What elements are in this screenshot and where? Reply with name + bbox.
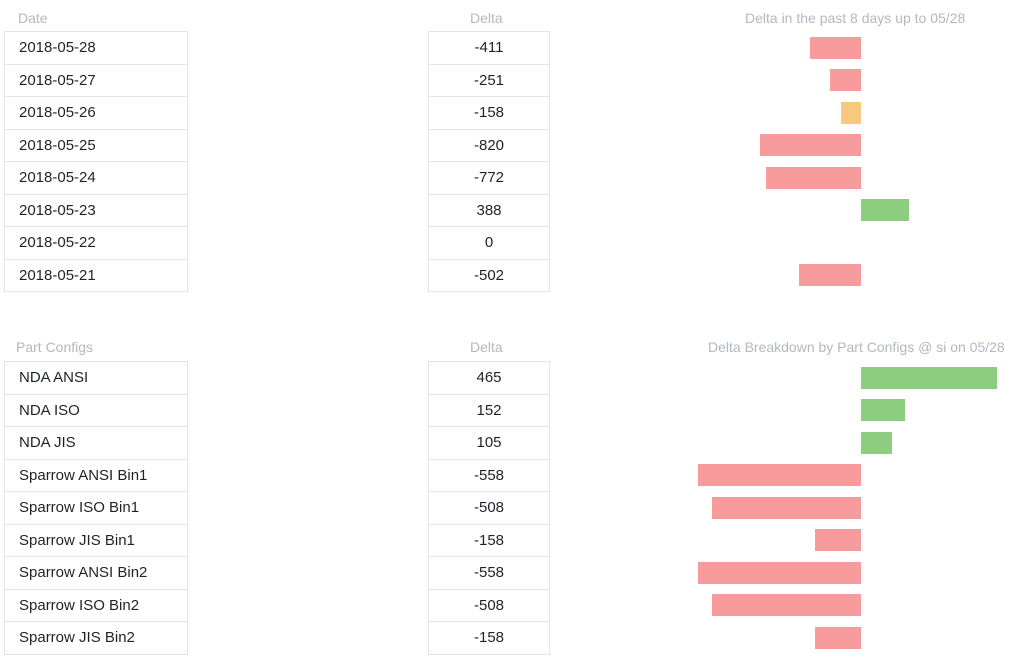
- date-column-header: Date: [18, 10, 48, 26]
- negative-bar: [697, 561, 861, 584]
- row-label: 2018-05-27: [5, 64, 188, 97]
- row-label: 2018-05-22: [5, 227, 188, 260]
- row-label: 2018-05-25: [5, 129, 188, 162]
- positive-bar: [861, 431, 892, 454]
- row-delta-value: -772: [429, 162, 549, 195]
- row-delta-value: 152: [429, 395, 549, 427]
- row-delta-value: -558: [429, 460, 549, 492]
- delta-column-2: 465 152 105 -558 -508 -158 -558 -508 -158: [428, 361, 550, 655]
- negative-bar: [712, 496, 861, 519]
- row-label: NDA ANSI: [5, 362, 188, 395]
- part-configs-column: NDA ANSI NDA ISO NDA JIS Sparrow ANSI Bin1 S…: [4, 361, 188, 655]
- row-delta-value: -158: [429, 622, 549, 655]
- row-label: Sparrow ANSI Bin2: [5, 557, 188, 590]
- row-delta-value: -251: [429, 65, 549, 97]
- row-delta-value: -411: [429, 32, 549, 65]
- row-delta-value: -502: [429, 260, 549, 292]
- part-configs-column-header: Part Configs: [16, 339, 94, 355]
- row-label: 2018-05-23: [5, 194, 188, 227]
- positive-bar: [861, 366, 997, 389]
- delta-column-header-2: Delta: [470, 339, 503, 355]
- positive-bar: [861, 399, 906, 421]
- negative-bar: [814, 626, 861, 649]
- row-label: 2018-05-26: [5, 97, 188, 130]
- row-delta-value: -508: [429, 590, 549, 622]
- row-label: Sparrow ISO Bin2: [5, 589, 188, 622]
- row-label: 2018-05-28: [5, 32, 188, 65]
- row-label: NDA ISO: [5, 394, 188, 427]
- row-label: 2018-05-21: [5, 259, 188, 292]
- negative-bar: [810, 36, 861, 59]
- row-delta-value: -820: [429, 130, 549, 162]
- delta-column: -411 -251 -158 -820 -772 388 0 -502: [428, 31, 550, 292]
- negative-bar: [759, 134, 861, 156]
- negative-bar: [841, 101, 861, 124]
- row-delta-value: 0: [429, 227, 549, 260]
- negative-bar: [765, 166, 861, 189]
- row-delta-value: 465: [429, 362, 549, 395]
- row-label: Sparrow ANSI Bin1: [5, 459, 188, 492]
- row-delta-value: -158: [429, 525, 549, 557]
- negative-bar: [798, 264, 861, 286]
- row-label: Sparrow JIS Bin2: [5, 622, 188, 655]
- row-label: Sparrow ISO Bin1: [5, 492, 188, 525]
- row-delta-value: -508: [429, 492, 549, 525]
- positive-bar: [861, 199, 909, 221]
- row-label: NDA JIS: [5, 427, 188, 460]
- row-label: 2018-05-24: [5, 162, 188, 195]
- date-column: 2018-05-28 2018-05-27 2018-05-26 2018-05-25…: [4, 31, 188, 292]
- negative-bar: [712, 594, 861, 616]
- row-delta-value: -558: [429, 557, 549, 590]
- chart2-title: Delta Breakdown by Part Configs @ si on …: [708, 339, 1005, 355]
- negative-bar: [829, 69, 861, 91]
- delta-column-header: Delta: [470, 10, 503, 26]
- row-delta-value: 388: [429, 195, 549, 227]
- negative-bar: [814, 529, 861, 551]
- chart1-title: Delta in the past 8 days up to 05/28: [745, 10, 966, 26]
- row-delta-value: 105: [429, 427, 549, 460]
- negative-bar: [697, 464, 861, 486]
- row-delta-value: -158: [429, 97, 549, 130]
- row-label: Sparrow JIS Bin1: [5, 524, 188, 557]
